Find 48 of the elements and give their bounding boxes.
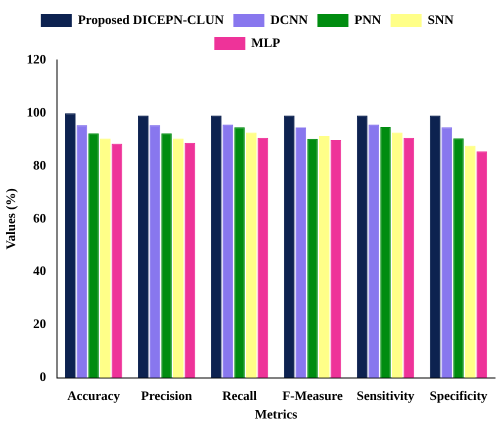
bar xyxy=(404,138,414,378)
bar xyxy=(464,146,476,378)
x-tick-label: Precision xyxy=(141,388,193,403)
legend-label: SNN xyxy=(428,12,454,27)
bar xyxy=(476,151,488,378)
bar xyxy=(64,113,76,378)
y-tick-label: 20 xyxy=(33,316,46,332)
bar xyxy=(100,138,111,378)
y-tick-label: 80 xyxy=(33,157,46,172)
bar xyxy=(296,128,306,378)
y-tick-label: 0 xyxy=(40,369,46,384)
bar xyxy=(453,138,464,378)
x-tick-label: Sensitivity xyxy=(356,388,415,403)
legend-label: MLP xyxy=(251,34,280,50)
bar xyxy=(173,138,184,378)
bar xyxy=(150,125,160,378)
bar xyxy=(88,133,99,378)
bar xyxy=(112,144,122,378)
bar xyxy=(210,116,222,378)
bar xyxy=(76,125,88,378)
bar xyxy=(138,116,148,378)
y-axis-title: Values (%) xyxy=(3,188,18,250)
bar xyxy=(307,138,318,378)
bar xyxy=(222,124,234,378)
legend-label: Proposed DICEPN-CLUN xyxy=(78,12,224,27)
bar xyxy=(318,136,330,378)
x-axis-title: Metrics xyxy=(254,406,298,422)
bar xyxy=(380,127,391,378)
y-tick-label: 100 xyxy=(26,104,46,120)
x-tick-label: Recall xyxy=(222,388,258,403)
legend-label: PNN xyxy=(354,12,382,27)
y-tick-label: 60 xyxy=(33,210,46,226)
bar xyxy=(356,116,368,378)
y-tick-label: 120 xyxy=(26,51,46,66)
bar xyxy=(284,116,294,378)
bar xyxy=(368,124,380,378)
bar xyxy=(330,140,342,378)
bar xyxy=(392,132,402,378)
x-tick-label: F-Measure xyxy=(282,388,343,403)
bar xyxy=(246,132,256,378)
bar xyxy=(184,142,196,378)
x-tick-label: Accuracy xyxy=(67,388,120,403)
bar xyxy=(430,116,440,378)
legend-label: DCNN xyxy=(270,12,309,27)
x-tick-label: Specificity xyxy=(430,388,488,403)
bar xyxy=(258,138,268,378)
bar xyxy=(161,133,172,378)
y-tick-label: 40 xyxy=(33,263,46,278)
